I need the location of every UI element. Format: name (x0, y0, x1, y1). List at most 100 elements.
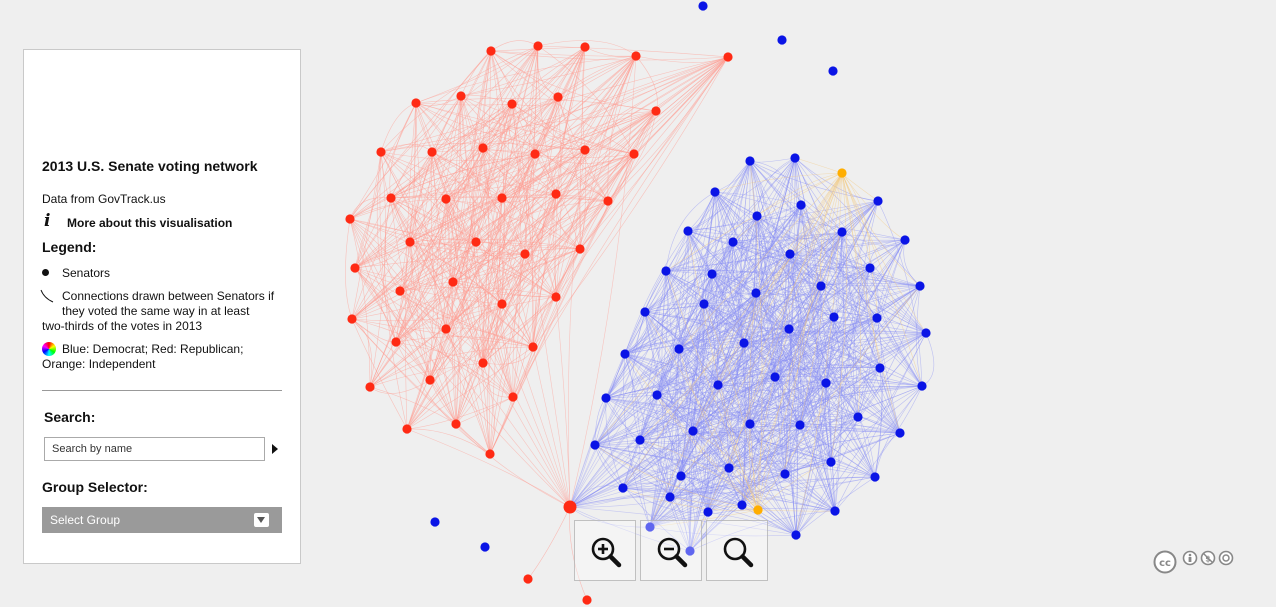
senator-node-democrat[interactable] (745, 419, 755, 429)
senator-node-republican[interactable] (376, 147, 386, 157)
search-submit-arrow-icon[interactable] (272, 444, 278, 454)
senator-node-democrat[interactable] (635, 435, 645, 445)
senator-node-republican[interactable] (551, 292, 561, 302)
senator-node-democrat[interactable] (828, 66, 838, 76)
senator-node-democrat[interactable] (826, 457, 836, 467)
senator-node-republican[interactable] (553, 92, 563, 102)
senator-node-democrat[interactable] (640, 307, 650, 317)
senator-node-democrat[interactable] (829, 312, 839, 322)
chevron-down-icon[interactable] (254, 513, 269, 527)
senator-node-republican[interactable] (350, 263, 360, 273)
senator-node-democrat[interactable] (795, 420, 805, 430)
senator-node-democrat[interactable] (921, 328, 931, 338)
senator-node-republican[interactable] (405, 237, 415, 247)
senator-node-republican[interactable] (497, 299, 507, 309)
senator-node-democrat[interactable] (688, 426, 698, 436)
senator-node-republican[interactable] (427, 147, 437, 157)
senator-node-democrat[interactable] (784, 324, 794, 334)
senator-node-republican[interactable] (451, 419, 461, 429)
senator-node-republican[interactable] (582, 595, 592, 605)
senator-node-democrat[interactable] (737, 500, 747, 510)
senator-node-republican[interactable] (347, 314, 357, 324)
senator-node-democrat[interactable] (853, 412, 863, 422)
senator-node-democrat[interactable] (900, 235, 910, 245)
senator-node-independent[interactable] (837, 168, 847, 178)
senator-node-republican[interactable] (441, 324, 451, 334)
senator-node-republican[interactable] (386, 193, 396, 203)
senator-node-republican[interactable] (575, 244, 585, 254)
senator-node-democrat[interactable] (821, 378, 831, 388)
senator-node-democrat[interactable] (703, 507, 713, 517)
senator-node-democrat[interactable] (780, 469, 790, 479)
senator-node-democrat[interactable] (713, 380, 723, 390)
senator-node-republican[interactable] (456, 91, 466, 101)
senator-node-republican[interactable] (508, 392, 518, 402)
zoom-reset-button[interactable] (706, 520, 768, 581)
senator-node-democrat[interactable] (652, 390, 662, 400)
senator-node-democrat[interactable] (618, 483, 628, 493)
senator-node-republican[interactable] (395, 286, 405, 296)
senator-node-democrat[interactable] (752, 211, 762, 221)
senator-node-democrat[interactable] (601, 393, 611, 403)
senator-node-republican[interactable] (391, 337, 401, 347)
senator-node-independent[interactable] (753, 505, 763, 515)
senator-node-democrat[interactable] (698, 1, 708, 11)
senator-node-democrat[interactable] (590, 440, 600, 450)
senator-node-republican[interactable] (478, 143, 488, 153)
senator-node-republican[interactable] (723, 52, 733, 62)
senator-node-republican[interactable] (580, 42, 590, 52)
senator-node-republican[interactable] (631, 51, 641, 61)
senator-node-democrat[interactable] (739, 338, 749, 348)
senator-node-democrat[interactable] (683, 226, 693, 236)
senator-node-republican[interactable] (520, 249, 530, 259)
senator-node-democrat[interactable] (724, 463, 734, 473)
more-about-link[interactable]: More about this visualisation (67, 216, 233, 230)
senator-node-republican[interactable] (603, 196, 613, 206)
senator-node-democrat[interactable] (873, 196, 883, 206)
senator-node-republican[interactable] (528, 342, 538, 352)
senator-node-republican[interactable] (448, 277, 458, 287)
senator-node-democrat[interactable] (645, 522, 655, 532)
senator-node-republican[interactable] (651, 106, 661, 116)
senator-node-republican[interactable] (551, 189, 561, 199)
senator-node-democrat[interactable] (661, 266, 671, 276)
creative-commons-by-nc-sa-icon[interactable]: cc $ (1152, 548, 1238, 576)
senator-node-republican[interactable] (441, 194, 451, 204)
senator-node-democrat[interactable] (710, 187, 720, 197)
senator-node-democrat[interactable] (745, 156, 755, 166)
senator-node-democrat[interactable] (707, 269, 717, 279)
senator-node-democrat[interactable] (875, 363, 885, 373)
senator-node-republican[interactable] (530, 149, 540, 159)
senator-node-republican[interactable] (471, 237, 481, 247)
group-select-dropdown[interactable]: Select Group (42, 507, 282, 533)
senator-node-democrat[interactable] (728, 237, 738, 247)
senator-node-democrat[interactable] (674, 344, 684, 354)
senator-node-republican[interactable] (345, 214, 355, 224)
senator-node-democrat[interactable] (777, 35, 787, 45)
senator-node-democrat[interactable] (430, 517, 440, 527)
zoom-in-button[interactable] (574, 520, 636, 581)
senator-node-democrat[interactable] (480, 542, 490, 552)
senator-node-democrat[interactable] (665, 492, 675, 502)
senator-node-republican[interactable] (485, 449, 495, 459)
senator-node-republican[interactable] (486, 46, 496, 56)
senator-node-republican[interactable] (425, 375, 435, 385)
senator-node-democrat[interactable] (915, 281, 925, 291)
senator-node-democrat[interactable] (770, 372, 780, 382)
senator-node-democrat[interactable] (837, 227, 847, 237)
senator-node-democrat[interactable] (620, 349, 630, 359)
senator-node-democrat[interactable] (699, 299, 709, 309)
senator-node-democrat[interactable] (865, 263, 875, 273)
senator-node-democrat[interactable] (917, 381, 927, 391)
senator-node-republican[interactable] (523, 574, 533, 584)
senator-node-republican[interactable] (563, 500, 577, 514)
senator-node-republican[interactable] (411, 98, 421, 108)
senator-node-democrat[interactable] (751, 288, 761, 298)
senator-node-republican[interactable] (478, 358, 488, 368)
senator-node-democrat[interactable] (791, 530, 801, 540)
senator-node-republican[interactable] (365, 382, 375, 392)
search-input[interactable] (44, 437, 265, 461)
senator-node-democrat[interactable] (895, 428, 905, 438)
